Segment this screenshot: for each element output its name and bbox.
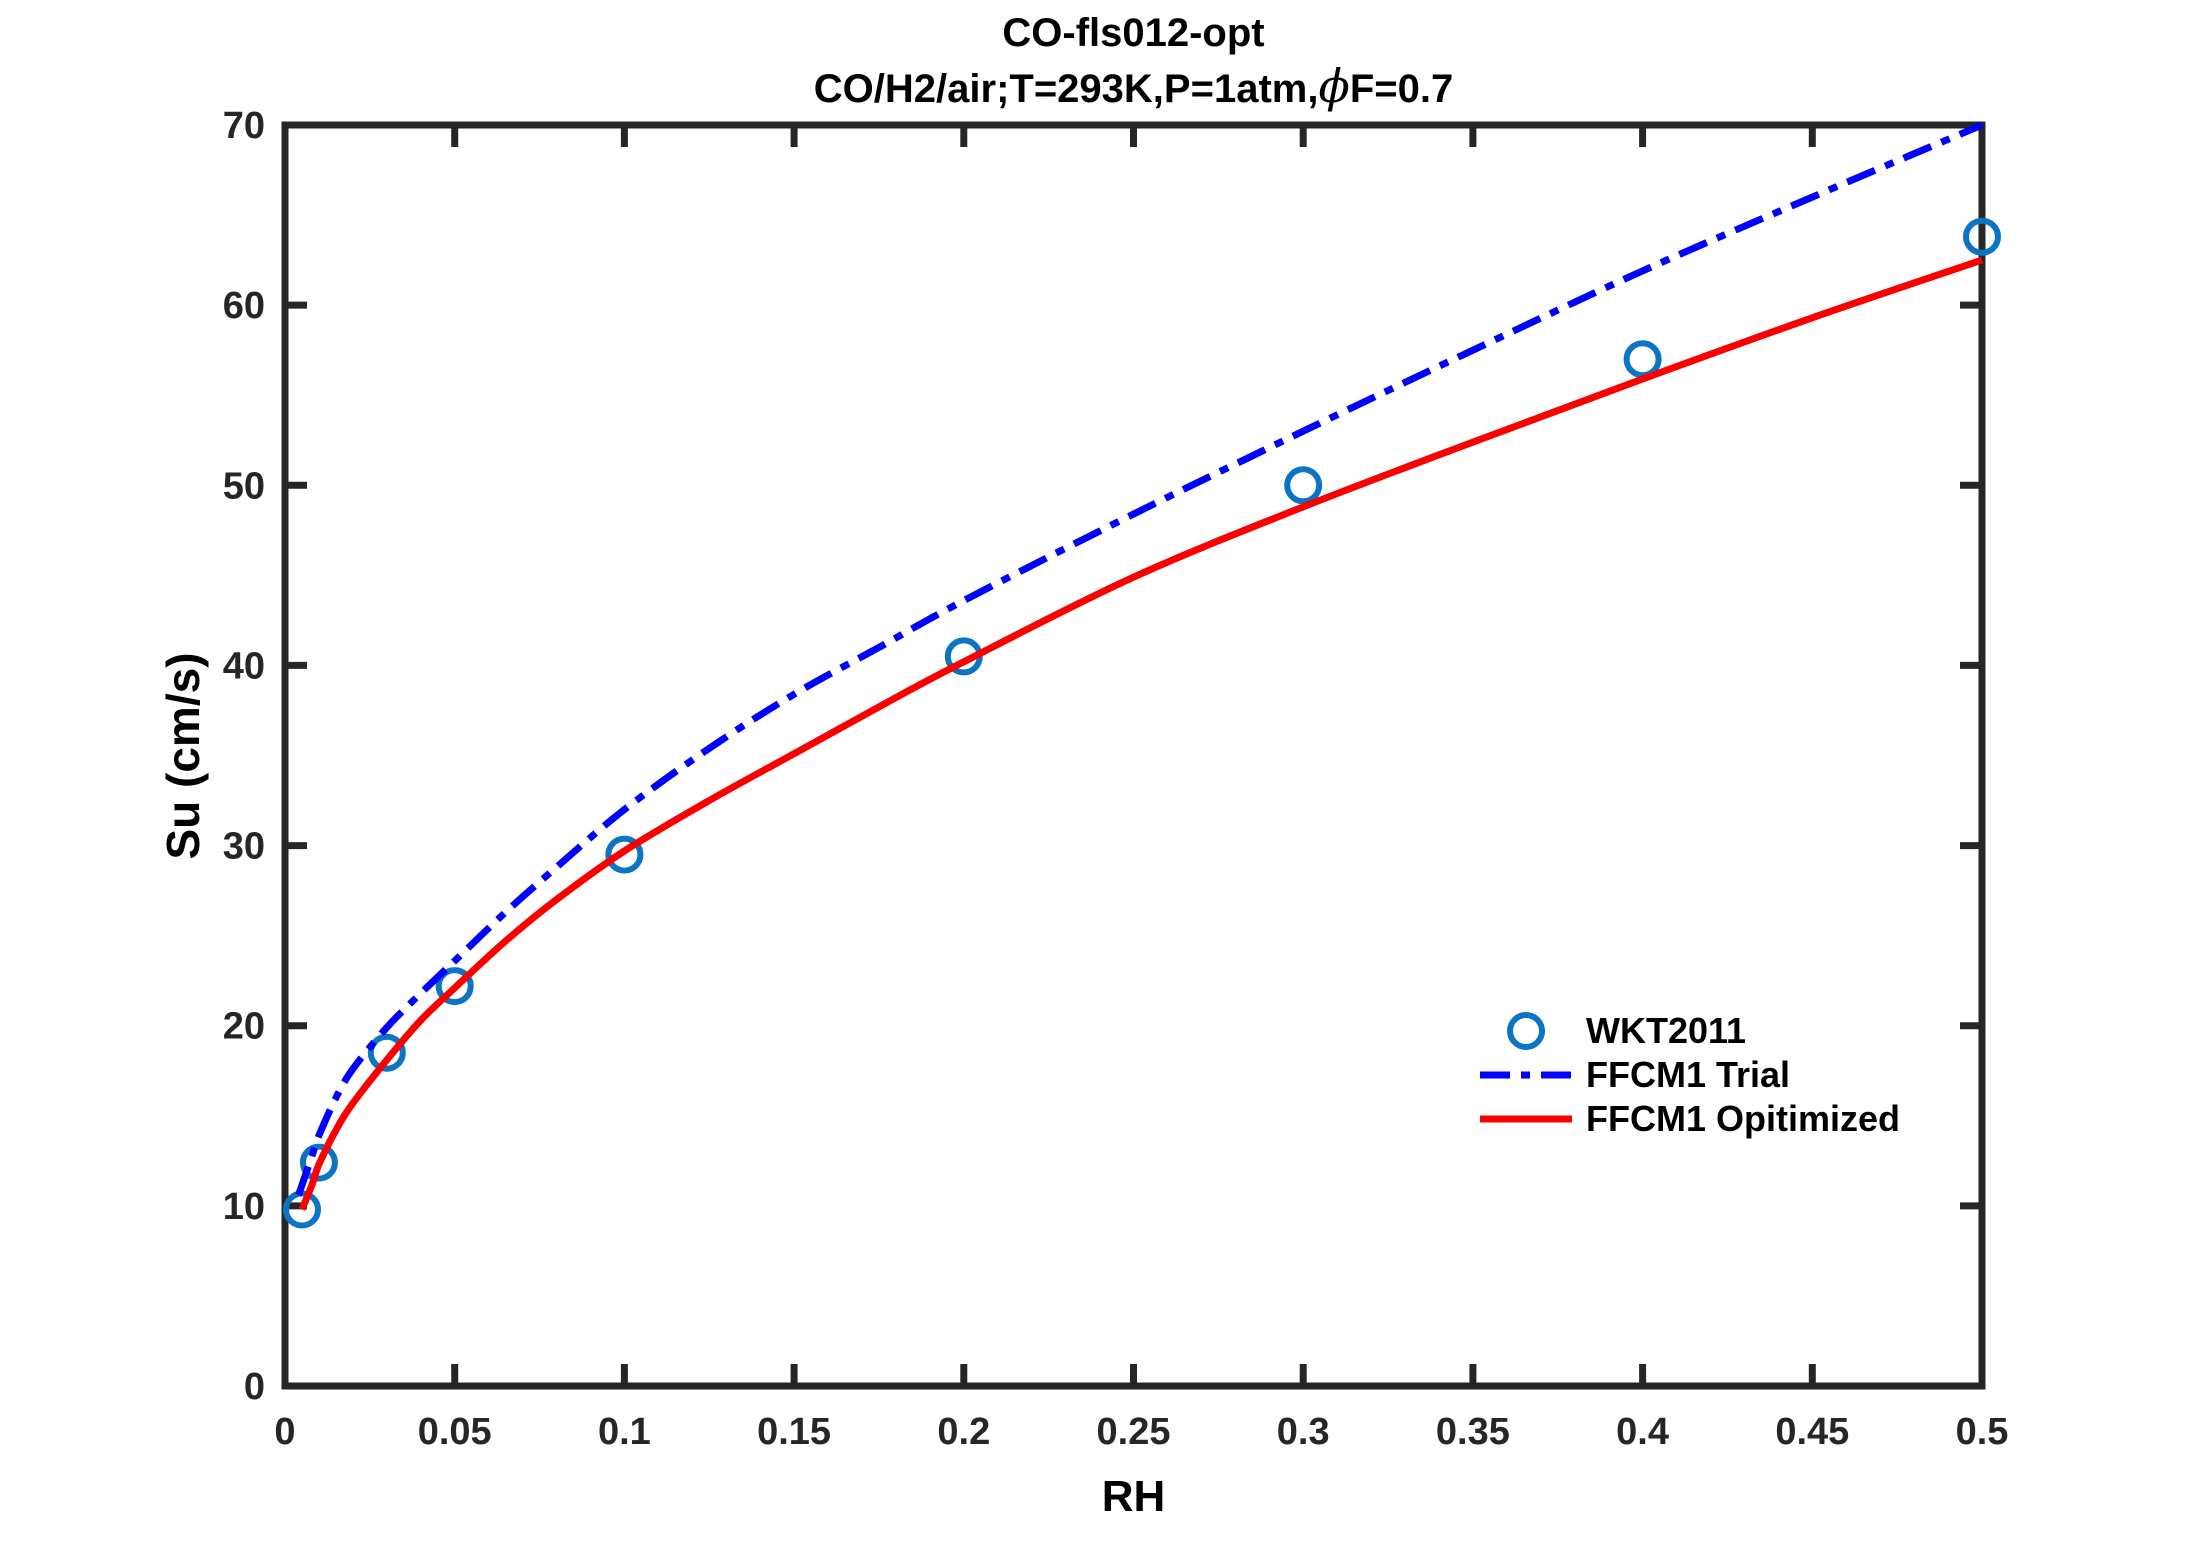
- legend-item-ffcm1-optimized: FFCM1 Opitimized: [1480, 1097, 1900, 1141]
- legend: WKT2011 FFCM1 Trial FFCM1 Opitimized: [1480, 1009, 1900, 1141]
- legend-circle-marker: [1507, 1012, 1545, 1050]
- solid-line-sample-icon: [1480, 1115, 1572, 1123]
- dashdot-line-sample-icon: [1480, 1071, 1572, 1079]
- data-point-marker: [1284, 466, 1323, 505]
- chart-subtitle: CO/H2/air;T=293K,P=1atm,ϕF=0.7: [285, 60, 1982, 113]
- y-tick-label: 70: [223, 105, 265, 147]
- y-tick-label: 40: [223, 645, 265, 687]
- y-axis-label: Su (cm/s): [157, 652, 209, 860]
- chart-title: CO-fls012-opt: [1002, 11, 1265, 55]
- x-tick-label: 0.35: [1436, 1411, 1510, 1453]
- y-tick-label: 20: [223, 1006, 265, 1048]
- data-point-marker: [605, 835, 644, 874]
- data-point-marker: [435, 967, 474, 1006]
- y-tick-label: 30: [223, 826, 265, 868]
- legend-label: WKT2011: [1586, 1010, 1747, 1051]
- x-tick-label: 0.5: [1956, 1411, 2009, 1453]
- x-tick-label: 0.1: [598, 1411, 651, 1453]
- x-tick-label: 0.45: [1775, 1411, 1849, 1453]
- data-point-marker: [1963, 217, 2001, 256]
- x-tick-label: 0.3: [1277, 1411, 1330, 1453]
- subtitle-text: CO/H2/air;T=293K,P=1atm,: [813, 67, 1319, 111]
- x-tick-label: 0.4: [1616, 1411, 1669, 1453]
- x-tick-label: 0.05: [418, 1411, 492, 1453]
- y-tick-label: 60: [223, 285, 265, 327]
- data-point-marker: [299, 1143, 338, 1182]
- legend-label: FFCM1 Trial: [1586, 1054, 1791, 1095]
- axes-box: [281, 121, 1986, 1390]
- x-tick-label: 0.15: [757, 1411, 831, 1453]
- y-tick-label: 50: [223, 465, 265, 507]
- x-tick-label: 0.2: [937, 1411, 990, 1453]
- x-tick-label: 0: [274, 1411, 295, 1453]
- phi-symbol: ϕ: [1318, 59, 1350, 113]
- y-tick-label: 10: [223, 1186, 265, 1228]
- legend-item-ffcm1-trial: FFCM1 Trial: [1480, 1053, 1900, 1097]
- y-tick-label: 0: [244, 1366, 265, 1408]
- data-point-marker: [283, 1190, 321, 1229]
- subtitle-equivalence-ratio: F=0.7: [1349, 67, 1454, 111]
- optimized-curve: [298, 256, 1984, 1211]
- scatter-marker-sample-icon: [1507, 1012, 1545, 1050]
- data-point-marker: [1623, 340, 1662, 379]
- legend-item-wkt2011: WKT2011: [1480, 1009, 1900, 1053]
- legend-label: FFCM1 Opitimized: [1586, 1098, 1900, 1139]
- trial-curve: [295, 121, 1984, 1197]
- data-point-marker: [367, 1033, 406, 1072]
- x-axis-label: RH: [1101, 1472, 1166, 1521]
- x-tick-label: 0.25: [1097, 1411, 1171, 1453]
